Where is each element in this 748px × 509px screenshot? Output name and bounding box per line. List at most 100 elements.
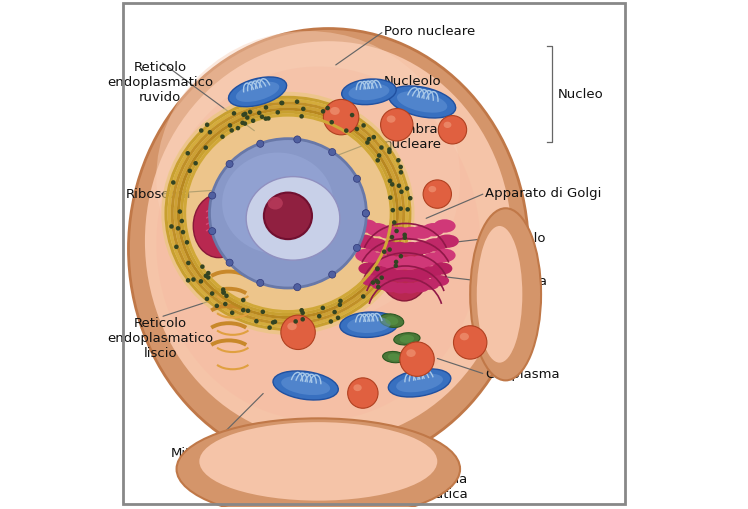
Ellipse shape bbox=[353, 384, 362, 391]
Text: Nucleolo: Nucleolo bbox=[384, 75, 442, 88]
Ellipse shape bbox=[205, 123, 209, 127]
Ellipse shape bbox=[399, 335, 414, 343]
Ellipse shape bbox=[199, 279, 203, 284]
Ellipse shape bbox=[171, 180, 176, 185]
Ellipse shape bbox=[257, 140, 264, 147]
Ellipse shape bbox=[400, 342, 435, 376]
Ellipse shape bbox=[328, 319, 333, 324]
Ellipse shape bbox=[321, 109, 325, 114]
Ellipse shape bbox=[186, 278, 191, 282]
Ellipse shape bbox=[420, 279, 439, 290]
Ellipse shape bbox=[411, 255, 433, 268]
Ellipse shape bbox=[174, 244, 179, 249]
Ellipse shape bbox=[169, 224, 174, 229]
Ellipse shape bbox=[329, 120, 334, 125]
Ellipse shape bbox=[430, 275, 449, 286]
Ellipse shape bbox=[208, 130, 212, 134]
Ellipse shape bbox=[185, 240, 189, 245]
Ellipse shape bbox=[400, 256, 422, 269]
Ellipse shape bbox=[399, 242, 423, 256]
Ellipse shape bbox=[389, 256, 411, 269]
Ellipse shape bbox=[434, 219, 456, 233]
Ellipse shape bbox=[330, 107, 340, 115]
Ellipse shape bbox=[254, 319, 259, 324]
Text: Ribosoma: Ribosoma bbox=[126, 188, 191, 201]
Ellipse shape bbox=[221, 290, 226, 295]
Ellipse shape bbox=[260, 115, 264, 119]
Ellipse shape bbox=[242, 121, 248, 126]
Ellipse shape bbox=[223, 302, 227, 306]
Ellipse shape bbox=[369, 266, 390, 278]
Ellipse shape bbox=[332, 310, 337, 314]
Text: Membrana
plasmatica: Membrana plasmatica bbox=[396, 472, 468, 500]
Ellipse shape bbox=[215, 303, 219, 308]
Ellipse shape bbox=[328, 271, 336, 278]
Ellipse shape bbox=[193, 161, 198, 165]
Ellipse shape bbox=[245, 116, 250, 120]
Ellipse shape bbox=[377, 153, 381, 158]
Ellipse shape bbox=[405, 186, 409, 191]
Ellipse shape bbox=[476, 226, 522, 363]
Ellipse shape bbox=[390, 270, 411, 282]
Ellipse shape bbox=[400, 270, 421, 282]
Ellipse shape bbox=[257, 110, 262, 115]
Ellipse shape bbox=[281, 376, 330, 395]
Ellipse shape bbox=[379, 275, 384, 280]
Ellipse shape bbox=[264, 192, 312, 239]
Ellipse shape bbox=[438, 116, 467, 144]
Ellipse shape bbox=[396, 158, 401, 162]
Ellipse shape bbox=[220, 134, 224, 139]
Ellipse shape bbox=[399, 164, 403, 169]
Ellipse shape bbox=[246, 177, 340, 260]
Ellipse shape bbox=[299, 114, 304, 119]
Ellipse shape bbox=[411, 281, 429, 292]
Ellipse shape bbox=[317, 314, 322, 319]
Ellipse shape bbox=[353, 175, 361, 182]
Ellipse shape bbox=[226, 160, 233, 167]
Text: Nucleo: Nucleo bbox=[557, 88, 603, 101]
Ellipse shape bbox=[299, 308, 304, 313]
Ellipse shape bbox=[375, 241, 399, 254]
Ellipse shape bbox=[375, 158, 380, 162]
Ellipse shape bbox=[381, 281, 400, 292]
Ellipse shape bbox=[294, 136, 301, 143]
Ellipse shape bbox=[145, 41, 512, 441]
Ellipse shape bbox=[301, 310, 305, 315]
Ellipse shape bbox=[382, 249, 387, 254]
Ellipse shape bbox=[423, 180, 452, 208]
Ellipse shape bbox=[380, 314, 404, 327]
Ellipse shape bbox=[348, 378, 378, 408]
Ellipse shape bbox=[199, 422, 438, 501]
Ellipse shape bbox=[273, 371, 338, 400]
Ellipse shape bbox=[267, 325, 272, 330]
Ellipse shape bbox=[180, 219, 184, 223]
Ellipse shape bbox=[392, 220, 396, 225]
Ellipse shape bbox=[387, 247, 392, 252]
Ellipse shape bbox=[246, 308, 251, 313]
Ellipse shape bbox=[361, 275, 381, 286]
Ellipse shape bbox=[388, 369, 451, 397]
Ellipse shape bbox=[396, 183, 401, 188]
Ellipse shape bbox=[391, 282, 410, 294]
Ellipse shape bbox=[361, 294, 366, 299]
Ellipse shape bbox=[347, 317, 390, 333]
Ellipse shape bbox=[421, 266, 442, 278]
Ellipse shape bbox=[294, 284, 301, 291]
Ellipse shape bbox=[355, 219, 377, 233]
Ellipse shape bbox=[181, 230, 186, 234]
Ellipse shape bbox=[371, 280, 375, 285]
Text: Citoplasma: Citoplasma bbox=[485, 368, 560, 381]
Ellipse shape bbox=[200, 264, 205, 269]
Ellipse shape bbox=[374, 278, 378, 283]
Ellipse shape bbox=[186, 261, 191, 265]
Ellipse shape bbox=[423, 238, 447, 251]
Ellipse shape bbox=[390, 208, 395, 212]
Ellipse shape bbox=[388, 86, 456, 118]
Ellipse shape bbox=[361, 123, 366, 128]
Ellipse shape bbox=[350, 113, 355, 118]
Ellipse shape bbox=[264, 105, 269, 110]
Ellipse shape bbox=[405, 207, 410, 212]
Ellipse shape bbox=[325, 106, 330, 110]
Ellipse shape bbox=[399, 206, 403, 211]
Text: Lisosoma: Lisosoma bbox=[485, 275, 548, 288]
